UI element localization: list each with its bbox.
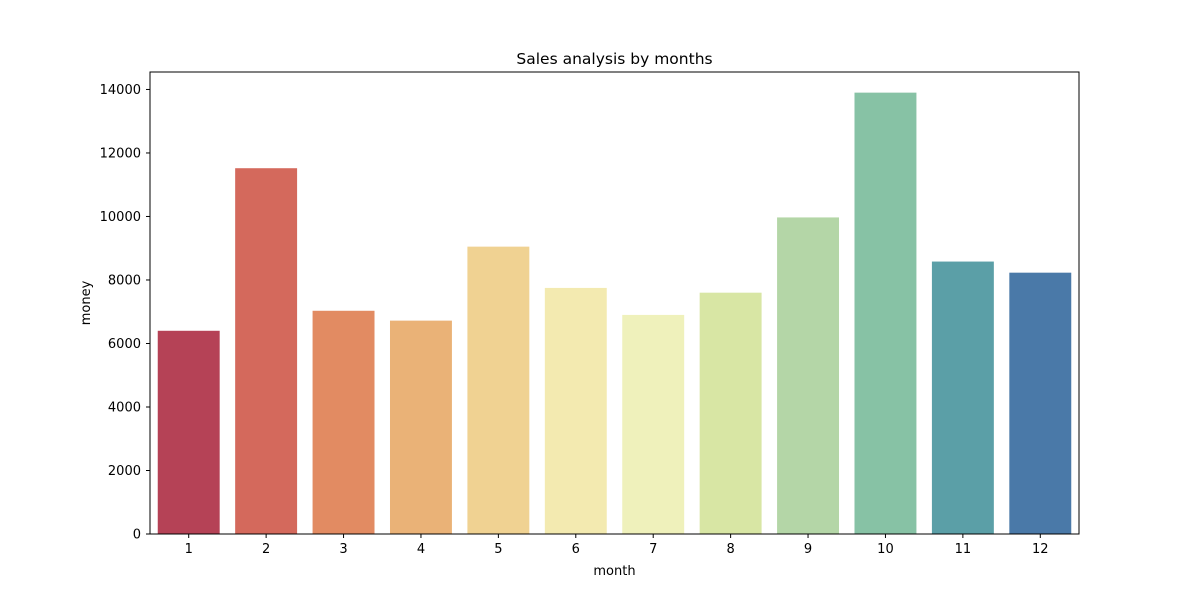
x-axis-ticks: 1 2 3 4 5 6 7 8 9 10 11 12 [185, 534, 1049, 557]
y-tick-label: 8000 [108, 273, 141, 288]
y-tick-label: 4000 [108, 400, 141, 415]
bar-month-10 [854, 92, 917, 535]
bar-month-8 [699, 292, 762, 534]
x-tick-label: 5 [494, 542, 502, 557]
x-tick-label: 9 [804, 542, 812, 557]
bar-month-2 [235, 168, 298, 534]
x-tick-label: 4 [417, 542, 425, 557]
bar-month-12 [1009, 272, 1072, 534]
y-tick-label: 10000 [100, 210, 141, 225]
x-tick-label: 7 [649, 542, 657, 557]
x-tick-label: 6 [572, 542, 580, 557]
x-axis-label: month [593, 564, 635, 579]
bar-month-5 [467, 246, 530, 535]
x-tick-label: 12 [1032, 542, 1049, 557]
x-tick-label: 2 [262, 542, 270, 557]
bar-month-1 [157, 330, 220, 534]
bar-month-6 [544, 287, 607, 534]
bars-group [157, 92, 1072, 535]
bar-month-11 [931, 261, 994, 534]
y-tick-label: 2000 [108, 464, 141, 479]
chart-title: Sales analysis by months [516, 50, 712, 68]
bar-month-9 [777, 217, 840, 534]
bar-month-4 [389, 320, 452, 534]
y-tick-label: 6000 [108, 337, 141, 352]
y-tick-label: 0 [133, 528, 141, 543]
x-tick-label: 3 [339, 542, 347, 557]
x-tick-label: 1 [185, 542, 193, 557]
x-tick-label: 10 [877, 542, 894, 557]
y-tick-label: 12000 [100, 146, 141, 161]
x-tick-label: 11 [955, 542, 972, 557]
y-axis-ticks: 0 2000 4000 6000 8000 10000 12000 14000 [100, 83, 150, 543]
x-tick-label: 8 [726, 542, 734, 557]
bar-month-3 [312, 310, 375, 534]
bar-month-7 [622, 314, 685, 534]
y-tick-label: 14000 [100, 83, 141, 98]
plot-frame [149, 71, 1080, 535]
y-axis-label: money [79, 280, 94, 325]
